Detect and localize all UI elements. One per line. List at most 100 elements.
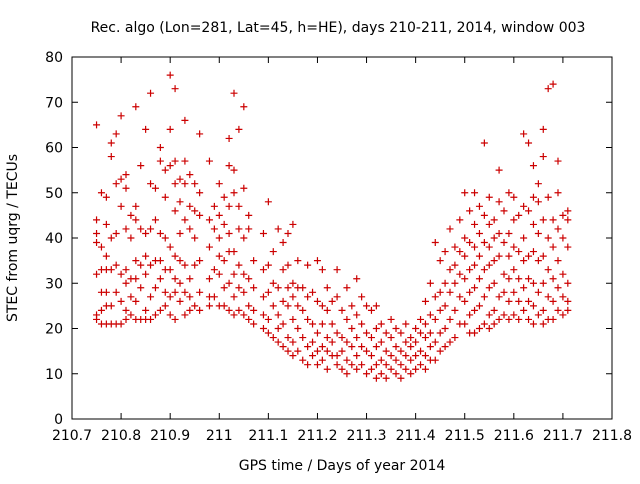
data-point bbox=[225, 202, 233, 210]
data-point bbox=[230, 293, 238, 301]
data-point bbox=[250, 284, 258, 292]
data-point bbox=[343, 370, 351, 378]
data-point bbox=[363, 347, 371, 355]
data-point bbox=[461, 252, 469, 260]
data-point bbox=[196, 306, 204, 314]
data-point bbox=[377, 356, 385, 364]
x-tick-label: 210.8 bbox=[101, 428, 141, 444]
data-point bbox=[156, 157, 164, 165]
data-point bbox=[117, 320, 125, 328]
data-point bbox=[235, 306, 243, 314]
data-point bbox=[269, 334, 277, 342]
data-point bbox=[93, 315, 101, 323]
data-point bbox=[407, 334, 415, 342]
data-point bbox=[225, 279, 233, 287]
data-point bbox=[196, 257, 204, 265]
data-point bbox=[490, 257, 498, 265]
data-point bbox=[230, 270, 238, 278]
data-point bbox=[186, 171, 194, 179]
data-point bbox=[372, 302, 380, 310]
data-point bbox=[377, 370, 385, 378]
data-point bbox=[181, 261, 189, 269]
data-point bbox=[196, 211, 204, 219]
data-point bbox=[372, 325, 380, 332]
data-point bbox=[529, 302, 537, 310]
data-point bbox=[142, 229, 150, 237]
data-point bbox=[112, 180, 120, 188]
data-point bbox=[93, 121, 101, 129]
data-point bbox=[534, 288, 542, 296]
data-point bbox=[525, 275, 533, 283]
data-point bbox=[515, 248, 523, 256]
data-point bbox=[230, 311, 238, 319]
data-point bbox=[392, 356, 400, 364]
data-point bbox=[333, 352, 341, 360]
data-point bbox=[191, 261, 199, 269]
data-point bbox=[107, 234, 115, 242]
data-point bbox=[220, 220, 228, 228]
data-point bbox=[358, 320, 366, 328]
data-point bbox=[461, 234, 469, 242]
data-point bbox=[510, 311, 518, 319]
data-point bbox=[264, 315, 272, 323]
data-point bbox=[156, 144, 164, 151]
data-point bbox=[161, 193, 169, 201]
data-point bbox=[215, 180, 223, 188]
data-point bbox=[431, 338, 439, 346]
data-point bbox=[549, 243, 557, 251]
data-point bbox=[132, 275, 140, 283]
data-point bbox=[539, 125, 547, 133]
data-point bbox=[102, 220, 110, 228]
data-point bbox=[284, 302, 292, 310]
data-point bbox=[397, 361, 405, 369]
data-point bbox=[544, 85, 552, 93]
data-point bbox=[191, 234, 199, 242]
data-point bbox=[181, 116, 189, 124]
data-point bbox=[446, 315, 454, 323]
data-point bbox=[215, 234, 223, 242]
data-point bbox=[480, 320, 488, 328]
data-point bbox=[500, 239, 508, 247]
data-point bbox=[407, 343, 415, 351]
data-point bbox=[112, 288, 120, 296]
data-point bbox=[431, 293, 439, 301]
data-point bbox=[171, 180, 179, 188]
data-point bbox=[544, 193, 552, 201]
data-point bbox=[151, 284, 159, 292]
data-point bbox=[441, 279, 449, 287]
data-point bbox=[147, 293, 155, 301]
data-point bbox=[534, 229, 542, 237]
data-point bbox=[137, 261, 145, 269]
data-point bbox=[323, 284, 331, 292]
data-point bbox=[176, 175, 184, 183]
data-point bbox=[309, 352, 317, 360]
data-point bbox=[166, 162, 174, 170]
data-point bbox=[333, 361, 341, 369]
data-point bbox=[392, 370, 400, 378]
data-point bbox=[235, 225, 243, 233]
data-point bbox=[485, 325, 493, 332]
data-point bbox=[142, 252, 150, 260]
data-point bbox=[245, 302, 253, 310]
data-point bbox=[225, 162, 233, 170]
y-tick-label: 0 bbox=[54, 412, 63, 428]
data-point bbox=[456, 248, 464, 256]
data-point bbox=[426, 311, 434, 319]
data-point bbox=[299, 284, 307, 292]
data-point bbox=[407, 356, 415, 364]
data-point bbox=[240, 184, 248, 192]
data-point bbox=[181, 157, 189, 165]
data-point bbox=[510, 193, 518, 201]
data-point bbox=[353, 275, 361, 283]
data-point bbox=[402, 365, 410, 373]
data-point bbox=[274, 284, 282, 292]
data-point bbox=[225, 306, 233, 314]
data-point bbox=[235, 125, 243, 133]
y-axis-label: STEC from uqrg / TECUs bbox=[5, 154, 21, 322]
data-point bbox=[358, 343, 366, 351]
data-point bbox=[137, 162, 145, 170]
data-point bbox=[421, 334, 429, 342]
data-point bbox=[564, 207, 572, 215]
data-point bbox=[171, 157, 179, 165]
data-point bbox=[93, 270, 101, 278]
